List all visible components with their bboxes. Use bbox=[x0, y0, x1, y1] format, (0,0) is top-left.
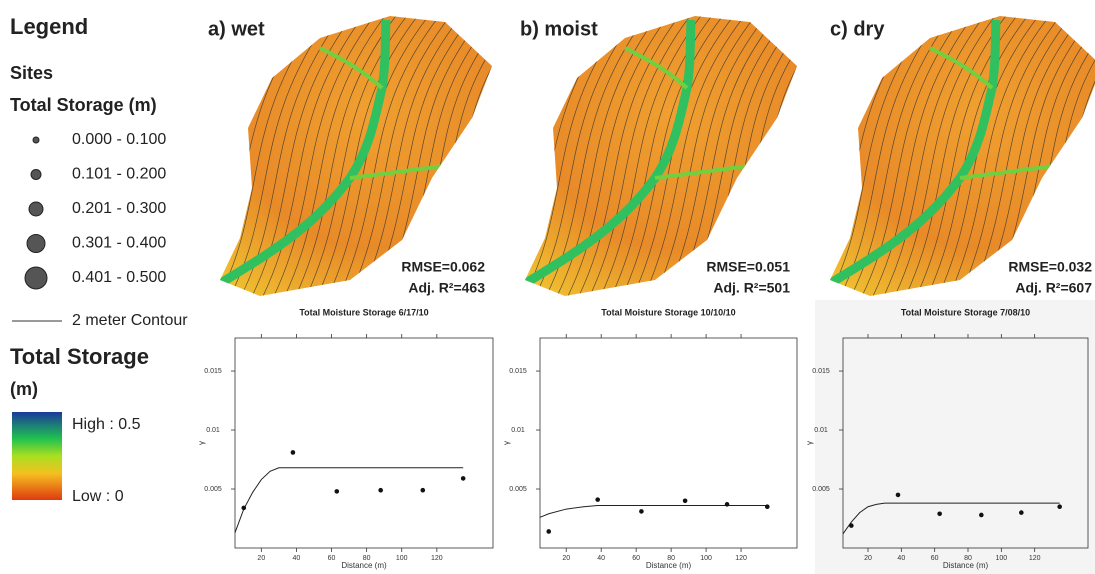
legend-sites: Sites bbox=[10, 63, 53, 83]
x-tick-label: 100 bbox=[995, 555, 1007, 562]
data-point bbox=[639, 509, 644, 514]
data-point bbox=[1019, 510, 1024, 515]
y-axis-label: γ bbox=[805, 441, 814, 445]
data-point bbox=[460, 476, 466, 481]
size-symbol bbox=[30, 169, 42, 180]
y-tick-label: 0.01 bbox=[814, 427, 828, 434]
x-tick-label: 40 bbox=[897, 555, 905, 562]
size-class-label: 0.000 - 0.100 bbox=[72, 131, 166, 148]
size-symbol bbox=[32, 136, 40, 144]
x-axis-label: Distance (m) bbox=[943, 561, 989, 570]
size-symbol bbox=[28, 201, 44, 217]
y-tick-label: 0.015 bbox=[204, 368, 222, 375]
legend-low: Low : 0 bbox=[72, 488, 124, 505]
x-tick-label: 40 bbox=[597, 555, 605, 562]
x-tick-label: 20 bbox=[257, 555, 265, 562]
panel-label: c) dry bbox=[830, 18, 885, 40]
size-class-label: 0.301 - 0.400 bbox=[72, 235, 166, 252]
x-axis-label: Distance (m) bbox=[646, 561, 692, 570]
y-tick-label: 0.015 bbox=[509, 368, 527, 375]
x-tick-label: 60 bbox=[328, 555, 336, 562]
data-point bbox=[764, 504, 770, 510]
x-tick-label: 120 bbox=[735, 555, 747, 562]
y-axis-label: γ bbox=[502, 441, 511, 445]
x-tick-label: 80 bbox=[667, 555, 675, 562]
data-point bbox=[420, 487, 426, 493]
r2-label: Adj. R²=463 bbox=[408, 280, 485, 296]
color-ramp bbox=[12, 412, 62, 500]
x-tick-label: 20 bbox=[864, 555, 872, 562]
plot-frame bbox=[539, 337, 798, 549]
data-point bbox=[290, 450, 296, 455]
x-tick-label: 40 bbox=[293, 555, 301, 562]
y-tick-label: 0.01 bbox=[206, 427, 220, 434]
legend-contour: 2 meter Contour bbox=[72, 312, 188, 329]
data-point bbox=[682, 498, 688, 504]
fit-line bbox=[234, 467, 464, 533]
x-tick-label: 80 bbox=[363, 555, 371, 562]
x-tick-label: 80 bbox=[964, 555, 972, 562]
data-point bbox=[724, 502, 730, 507]
size-class-label: 0.201 - 0.300 bbox=[72, 200, 166, 217]
data-point bbox=[241, 505, 247, 511]
x-tick-label: 60 bbox=[931, 555, 939, 562]
legend-color-unit: (m) bbox=[10, 379, 38, 399]
data-point bbox=[937, 511, 942, 517]
x-tick-label: 120 bbox=[1029, 555, 1041, 562]
rmse-label: RMSE=0.032 bbox=[1008, 259, 1092, 275]
plot-frame bbox=[234, 337, 494, 549]
size-symbol bbox=[24, 266, 48, 290]
rmse-label: RMSE=0.062 bbox=[401, 259, 485, 275]
r2-label: Adj. R²=607 bbox=[1015, 280, 1092, 296]
y-tick-label: 0.015 bbox=[812, 368, 830, 375]
fit-line bbox=[842, 502, 1060, 535]
size-class-label: 0.101 - 0.200 bbox=[72, 166, 166, 183]
data-point bbox=[378, 487, 383, 493]
data-point bbox=[334, 489, 340, 494]
fit-line bbox=[539, 505, 768, 518]
data-point bbox=[979, 512, 984, 518]
panel-label: a) wet bbox=[208, 18, 265, 40]
data-point bbox=[1057, 504, 1062, 510]
panel-label: b) moist bbox=[520, 18, 598, 40]
x-tick-label: 100 bbox=[396, 555, 408, 562]
plot-frame bbox=[842, 337, 1089, 549]
chart-title: Total Moisture Storage 7/08/10 bbox=[901, 307, 1030, 317]
data-point bbox=[849, 523, 854, 528]
legend-title: Legend bbox=[10, 14, 88, 39]
chart-title: Total Moisture Storage 6/17/10 bbox=[299, 307, 428, 317]
size-symbol bbox=[26, 234, 46, 253]
size-class-label: 0.401 - 0.500 bbox=[72, 269, 166, 286]
data-point bbox=[546, 529, 552, 534]
chart-title: Total Moisture Storage 10/10/10 bbox=[601, 307, 735, 317]
rmse-label: RMSE=0.051 bbox=[706, 259, 790, 275]
y-axis-label: γ bbox=[197, 441, 206, 445]
x-tick-label: 60 bbox=[632, 555, 640, 562]
legend-size-title: Total Storage (m) bbox=[10, 95, 157, 115]
x-tick-label: 20 bbox=[562, 555, 570, 562]
data-point bbox=[895, 492, 901, 498]
x-tick-label: 120 bbox=[431, 555, 443, 562]
y-tick-label: 0.005 bbox=[509, 486, 527, 493]
x-axis-label: Distance (m) bbox=[341, 561, 387, 570]
panel-bg bbox=[815, 300, 1095, 574]
y-tick-label: 0.01 bbox=[511, 427, 525, 434]
data-point bbox=[595, 497, 600, 502]
legend-high: High : 0.5 bbox=[72, 416, 141, 433]
r2-label: Adj. R²=501 bbox=[713, 280, 790, 296]
y-tick-label: 0.005 bbox=[204, 486, 222, 493]
y-tick-label: 0.005 bbox=[812, 486, 830, 493]
legend-color-title: Total Storage bbox=[10, 344, 149, 369]
x-tick-label: 100 bbox=[700, 555, 712, 562]
